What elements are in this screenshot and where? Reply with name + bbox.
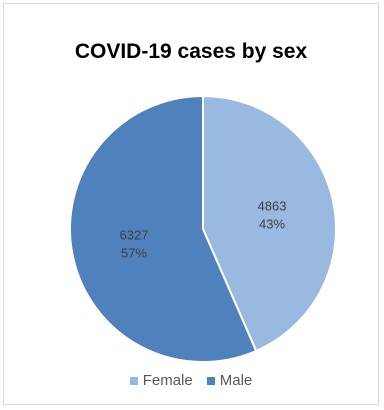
- chart-title: COVID-19 cases by sex: [74, 40, 308, 63]
- legend: Female Male: [4, 372, 378, 389]
- pie-chart: 4863 43% 6327 57%: [69, 94, 337, 363]
- legend-item-female: Female: [129, 372, 193, 389]
- data-label-value-female: 4863: [258, 199, 287, 214]
- legend-swatch-female: [129, 376, 138, 385]
- chart-frame: COVID-19 cases by sex 4863 43% 6327 57% Fem…: [3, 3, 379, 405]
- legend-swatch-male: [206, 376, 215, 385]
- pie-slice-female: [202, 94, 337, 353]
- data-label-value-male: 6327: [120, 227, 149, 242]
- pie-slices: [69, 94, 337, 363]
- legend-label-male: Male: [219, 372, 253, 389]
- slice-labels: 4863 43% 6327 57%: [120, 199, 287, 261]
- pie-slice-male: [69, 94, 258, 363]
- data-label-percent-female: 43%: [259, 217, 285, 232]
- legend-label-female: Female: [142, 372, 193, 389]
- data-label-percent-male: 57%: [121, 245, 147, 260]
- legend-item-male: Male: [206, 372, 253, 389]
